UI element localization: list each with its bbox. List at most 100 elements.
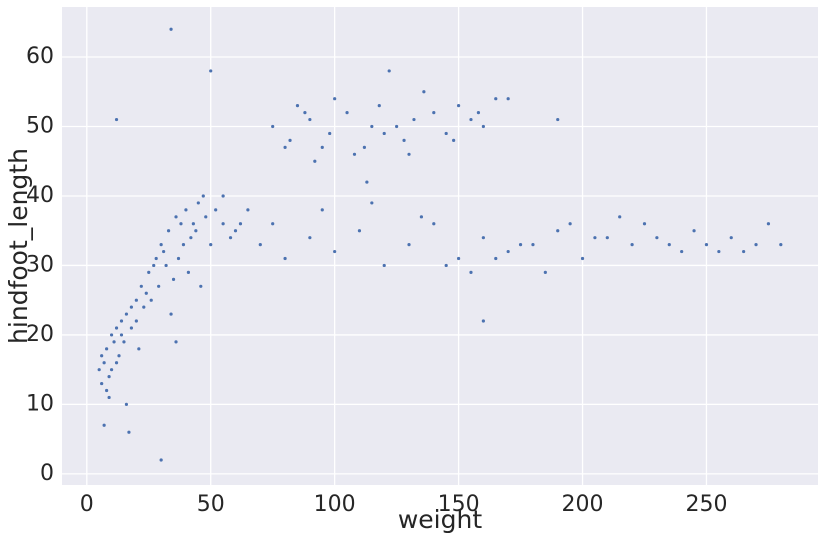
point (476, 111, 481, 115)
point (184, 208, 188, 212)
point (395, 124, 399, 129)
point (199, 284, 203, 288)
point (494, 97, 498, 101)
point (308, 117, 312, 122)
point (377, 104, 381, 108)
point (119, 319, 124, 323)
point (518, 243, 523, 247)
point (357, 229, 362, 233)
point (169, 312, 173, 316)
point (655, 236, 659, 240)
point (114, 361, 119, 365)
point (189, 236, 193, 240)
point (568, 222, 572, 226)
point (456, 104, 461, 108)
point (469, 117, 473, 122)
point (233, 229, 238, 233)
y-tick-label: 20 (26, 322, 54, 347)
point (152, 263, 156, 268)
point (147, 270, 151, 275)
point (109, 333, 114, 337)
point (258, 243, 262, 247)
point (402, 138, 406, 142)
point (352, 152, 357, 156)
point (593, 236, 597, 240)
point (174, 340, 178, 344)
point (556, 117, 560, 122)
point (238, 222, 243, 226)
point (444, 263, 448, 268)
point (382, 263, 386, 268)
x-axis-label: weight (398, 505, 482, 534)
point (333, 97, 337, 101)
point (766, 222, 771, 226)
point (456, 256, 461, 261)
point (370, 201, 374, 205)
point (387, 69, 391, 73)
point (283, 145, 287, 149)
y-tick-label: 50 (26, 114, 54, 139)
y-tick-label: 30 (26, 252, 54, 277)
point (605, 236, 609, 240)
point (422, 90, 426, 94)
point (531, 243, 535, 247)
point (127, 430, 131, 434)
x-tick-label: 200 (562, 492, 604, 517)
point (382, 131, 386, 136)
point (754, 243, 758, 247)
x-tick-label: 100 (314, 492, 356, 517)
point (630, 243, 634, 247)
point (556, 229, 560, 233)
point (129, 326, 134, 330)
point (288, 138, 292, 142)
point (157, 284, 161, 288)
point (162, 249, 166, 254)
point (134, 298, 138, 302)
point (139, 284, 143, 288)
x-tick-label: 50 (197, 492, 225, 517)
point (481, 236, 485, 240)
point (543, 270, 547, 275)
point (779, 243, 783, 247)
point (692, 229, 696, 233)
point (704, 243, 709, 247)
point (129, 305, 134, 309)
point (191, 222, 195, 226)
point (196, 201, 200, 205)
point (271, 124, 275, 129)
point (412, 117, 416, 122)
point (221, 222, 225, 226)
point (228, 236, 233, 240)
point (169, 27, 173, 31)
point (209, 69, 213, 73)
point (179, 222, 183, 226)
point (97, 368, 101, 372)
point (109, 368, 114, 372)
point (407, 152, 411, 156)
point (112, 340, 116, 344)
point (742, 249, 746, 254)
point (333, 249, 337, 254)
point (137, 347, 141, 351)
point (209, 243, 213, 247)
point (114, 117, 119, 122)
point (370, 124, 374, 129)
point (221, 194, 225, 198)
point (506, 249, 510, 254)
point (717, 249, 721, 254)
point (494, 256, 498, 261)
point (618, 215, 622, 219)
point (194, 229, 198, 233)
point (214, 208, 218, 212)
point (419, 215, 424, 219)
point (100, 354, 104, 358)
point (580, 256, 585, 261)
point (134, 319, 138, 323)
point (362, 145, 366, 149)
point (107, 395, 111, 400)
point (105, 347, 109, 351)
point (142, 305, 146, 309)
point (328, 131, 332, 136)
point (444, 131, 448, 136)
